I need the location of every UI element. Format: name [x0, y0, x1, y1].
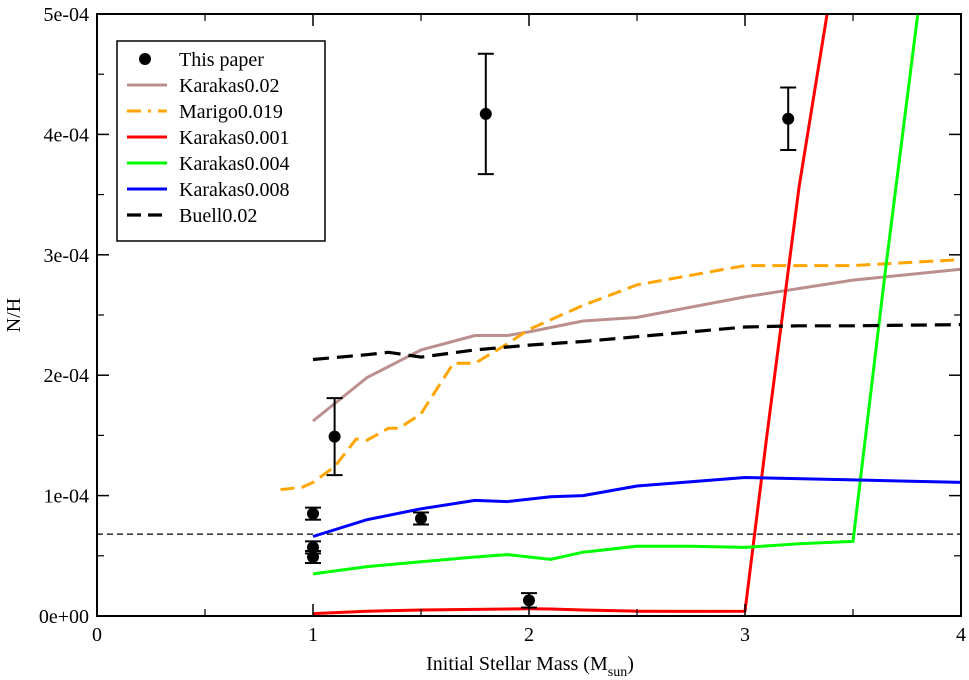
y-tick-label: 0e+00: [39, 606, 89, 628]
x-tick-label: 3: [740, 624, 750, 646]
data-point: [415, 512, 427, 525]
y-tick-label: 5e-04: [43, 4, 89, 26]
x-axis-title-main: Initial Stellar Mass (M: [426, 653, 608, 675]
x-axis-title-close: ): [627, 653, 634, 675]
series-line-buell0-02: [312, 323, 961, 362]
x-tick-label: 4: [956, 624, 966, 646]
data-point: [782, 112, 795, 125]
y-tick-label: 2e-04: [43, 365, 89, 387]
x-tick-label: 1: [308, 624, 318, 646]
data-point: [328, 430, 341, 443]
series-line-marigo0-019: [280, 258, 961, 492]
legend-label: This paper: [179, 49, 264, 71]
series-line-karakas0-008: [312, 476, 961, 538]
legend-label: Karakas0.02: [179, 75, 280, 97]
series-line-karakas0-02: [312, 267, 961, 423]
y-tick-label: 1e-04: [43, 486, 89, 508]
legend-label: Buell0.02: [179, 205, 257, 227]
data-point: [307, 507, 319, 520]
y-axis-title: N/H: [3, 298, 25, 332]
x-tick-label: 2: [524, 624, 534, 646]
legend-label: Karakas0.008: [179, 179, 290, 201]
legend-label: Marigo0.019: [179, 101, 283, 123]
legend-box: [116, 40, 326, 242]
data-point: [479, 107, 492, 120]
data-point: [307, 551, 319, 564]
legend-label: Karakas0.004: [179, 153, 290, 175]
y-tick-label: 3e-04: [43, 245, 89, 267]
y-tick-label: 4e-04: [43, 124, 89, 146]
x-axis-title: Initial Stellar Mass (Msun): [426, 653, 634, 680]
legend-label: Karakas0.001: [179, 127, 290, 149]
x-tick-label: 0: [92, 624, 102, 646]
data-point: [523, 594, 535, 607]
x-axis-title-sub: sun: [608, 665, 627, 680]
legend-marker-this-paper: [139, 53, 151, 65]
series-line-karakas0-001: [312, 14, 829, 616]
series-line-karakas0-004: [312, 14, 920, 576]
